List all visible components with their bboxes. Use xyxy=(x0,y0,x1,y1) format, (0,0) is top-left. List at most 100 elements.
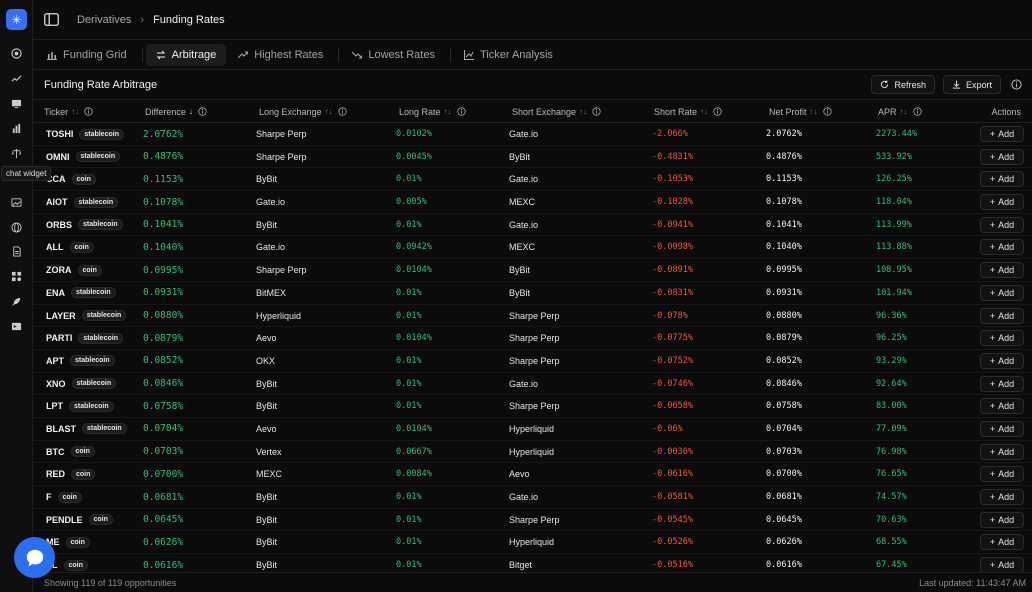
plus-icon: + xyxy=(989,492,996,502)
type-badge: stablecoin xyxy=(78,332,123,344)
logo-icon[interactable]: ✳ xyxy=(6,9,27,30)
add-button[interactable]: + Add xyxy=(980,239,1024,256)
breadcrumb-parent[interactable]: Derivatives xyxy=(77,13,132,26)
apr-cell: 92.64% xyxy=(876,378,907,389)
add-button[interactable]: + Add xyxy=(980,466,1024,483)
long-exchange-cell: ByBit xyxy=(256,378,278,389)
add-button[interactable]: + Add xyxy=(980,489,1024,505)
net-profit-cell: 2.0762% xyxy=(766,129,802,139)
refresh-button[interactable]: Refresh xyxy=(871,75,935,94)
add-button[interactable]: + Add xyxy=(980,126,1024,142)
long-exchange-cell: BitMEX xyxy=(256,287,287,298)
type-badge: stablecoin xyxy=(71,287,116,299)
ticker-cell: CCA coin xyxy=(46,168,96,190)
section-header: Funding Rate Arbitrage Refresh Export xyxy=(33,70,1032,100)
column-ticker[interactable]: Ticker ↑↓ xyxy=(44,100,93,123)
add-button[interactable]: + Add xyxy=(980,352,1024,369)
type-badge: coin xyxy=(69,241,94,253)
add-button[interactable]: + Add xyxy=(980,307,1024,324)
add-button[interactable]: + Add xyxy=(980,330,1024,347)
chat-widget-button[interactable] xyxy=(14,537,55,578)
scale-icon[interactable] xyxy=(8,145,24,161)
tab-highest-rates[interactable]: Highest Rates xyxy=(228,44,333,66)
apps-icon[interactable] xyxy=(8,268,24,284)
short-rate-cell: -0.0658% xyxy=(652,401,693,412)
add-label: Add xyxy=(998,129,1015,139)
long-rate-cell: 0.01% xyxy=(396,355,422,366)
net-profit-cell: 0.0852% xyxy=(766,355,802,366)
column-long-rate[interactable]: Long Rate ↑↓ xyxy=(399,100,466,123)
ticker-cell: RED coin xyxy=(46,463,96,485)
column-apr[interactable]: APR ↑↓ xyxy=(878,100,922,123)
difference-cell: 0.0931% xyxy=(143,287,184,299)
short-exchange-cell: Hyperliquid xyxy=(509,446,555,457)
column-short-rate[interactable]: Short Rate ↑↓ xyxy=(654,100,722,123)
terminal-icon[interactable] xyxy=(8,318,24,334)
long-rate-cell: 0.01% xyxy=(396,492,422,502)
ticker-symbol: ME xyxy=(46,537,60,548)
column-short-exchange[interactable]: Short Exchange ↑↓ xyxy=(512,100,601,123)
difference-cell: 0.0880% xyxy=(143,310,184,321)
add-button[interactable]: + Add xyxy=(980,557,1024,572)
table-row: LPT stablecoin 0.0758% ByBit 0.01% Sharpe Per… xyxy=(33,395,1032,418)
column-long-exchange[interactable]: Long Exchange ↑↓ xyxy=(259,100,347,123)
add-button[interactable]: + Add xyxy=(980,194,1024,211)
add-button[interactable]: + Add xyxy=(980,216,1024,233)
ticker-cell: OMNI stablecoin xyxy=(46,146,121,168)
info-icon[interactable] xyxy=(1009,78,1023,92)
short-rate-cell: -0.0036% xyxy=(652,446,693,457)
short-rate-cell: -0.0746% xyxy=(652,378,693,389)
result-count: Showing 119 of 119 opportunities xyxy=(44,577,177,588)
export-button[interactable]: Export xyxy=(942,75,1001,94)
add-button[interactable]: + Add xyxy=(980,375,1024,392)
sort-icon: ↑↓ xyxy=(899,107,908,116)
tab-lowest-rates[interactable]: Lowest Rates xyxy=(342,44,445,66)
long-exchange-cell: ByBit xyxy=(256,560,278,571)
long-rate-cell: 0.01% xyxy=(396,514,422,525)
ticker-symbol: PARTI xyxy=(46,333,73,344)
add-button[interactable]: + Add xyxy=(980,148,1024,165)
ticker-cell: PARTI stablecoin xyxy=(46,327,123,349)
document-icon[interactable] xyxy=(8,243,24,259)
column-actions: Actions xyxy=(991,106,1021,117)
globe-icon[interactable] xyxy=(8,45,24,61)
column-difference[interactable]: Difference ↓ xyxy=(145,100,207,123)
add-button[interactable]: + Add xyxy=(980,534,1024,551)
image-icon[interactable] xyxy=(8,194,24,210)
long-exchange-cell: Sharpe Perp xyxy=(256,265,307,276)
column-net-profit[interactable]: Net Profit ↑↓ xyxy=(769,100,832,123)
type-badge: coin xyxy=(70,446,95,458)
apr-cell: 70.63% xyxy=(876,514,907,525)
short-rate-cell: -0.1053% xyxy=(652,174,693,185)
add-label: Add xyxy=(998,242,1015,253)
add-button[interactable]: + Add xyxy=(980,398,1024,415)
long-rate-cell: 0.01% xyxy=(396,287,422,298)
ticker-cell: BLAST stablecoin xyxy=(46,418,127,440)
add-button[interactable]: + Add xyxy=(980,171,1024,188)
tab-ticker-analysis[interactable]: Ticker Analysis xyxy=(454,44,563,66)
add-button[interactable]: + Add xyxy=(980,262,1024,279)
add-button[interactable]: + Add xyxy=(980,284,1024,301)
rocket-icon[interactable] xyxy=(8,293,24,309)
ticker-symbol: ZORA xyxy=(46,265,72,276)
bar-chart-icon[interactable] xyxy=(8,120,24,136)
add-button[interactable]: + Add xyxy=(980,420,1024,437)
network-icon[interactable] xyxy=(8,219,24,235)
ticker-symbol: OMNI xyxy=(46,151,70,162)
short-exchange-cell: Aevo xyxy=(509,469,530,480)
tab-label: Highest Rates xyxy=(254,48,324,61)
short-exchange-cell: ByBit xyxy=(509,151,531,162)
sidebar-toggle-icon[interactable] xyxy=(43,12,59,28)
add-button[interactable]: + Add xyxy=(980,443,1024,460)
tab-funding-grid[interactable]: Funding Grid xyxy=(37,44,137,66)
last-updated: Last updated: 11:43:47 AM xyxy=(919,577,1026,588)
trend-icon[interactable] xyxy=(8,70,24,86)
monitor-icon[interactable] xyxy=(8,95,24,111)
add-button[interactable]: + Add xyxy=(980,511,1024,528)
short-rate-cell: -0.0098% xyxy=(652,242,693,253)
long-rate-cell: 0.0942% xyxy=(396,242,432,253)
column-label: APR xyxy=(878,106,897,117)
refresh-icon xyxy=(881,80,889,89)
tab-arbitrage[interactable]: Arbitrage xyxy=(145,43,227,66)
ticker-cell: ENA stablecoin xyxy=(46,282,116,304)
